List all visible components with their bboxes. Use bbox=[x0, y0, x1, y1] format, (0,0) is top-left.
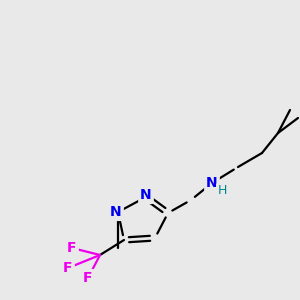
Text: F: F bbox=[67, 241, 77, 255]
Text: N: N bbox=[140, 188, 152, 202]
Text: F: F bbox=[63, 261, 73, 275]
Text: H: H bbox=[217, 184, 227, 197]
Text: N: N bbox=[206, 176, 218, 190]
Text: F: F bbox=[83, 271, 93, 285]
Text: N: N bbox=[110, 205, 122, 219]
